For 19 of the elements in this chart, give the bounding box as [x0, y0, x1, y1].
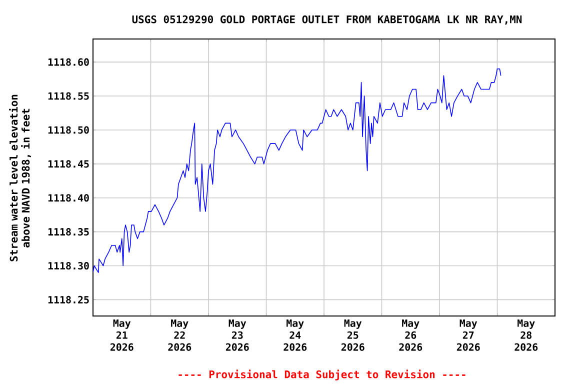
y-tick-label: 1118.60 [48, 58, 89, 66]
y-tick-label: 1118.55 [48, 92, 89, 100]
y-axis-title: Stream water level elevation above NAVD 1988, in feet [9, 94, 31, 262]
x-tick-label: May 23 2026 [226, 320, 249, 351]
x-tick-label: May 27 2026 [456, 320, 480, 351]
x-tick-label: May 26 2026 [399, 320, 422, 351]
x-tick-label: May 25 2026 [341, 320, 364, 351]
y-tick-label: 1118.40 [48, 194, 89, 202]
chart-title: USGS 05129290 GOLD PORTAGE OUTLET FROM KABETOGAMA LK NR RAY,MN [132, 15, 522, 25]
y-tick-label: 1118.30 [48, 262, 89, 270]
text: ---- Provisional Data Subject to Revision ---- [178, 370, 466, 380]
x-tick-label: May 28 2026 [514, 320, 538, 351]
y-tick-label: 1118.45 [48, 160, 89, 168]
x-tick-label: May 22 2026 [168, 320, 192, 351]
y-tick-label: 1118.35 [48, 228, 89, 236]
x-tick-label: May 21 2026 [110, 320, 134, 351]
y-tick-label: 1118.50 [48, 126, 89, 134]
x-tick-label: May 24 2026 [284, 320, 307, 351]
y-tick-label: 1118.25 [48, 296, 89, 304]
